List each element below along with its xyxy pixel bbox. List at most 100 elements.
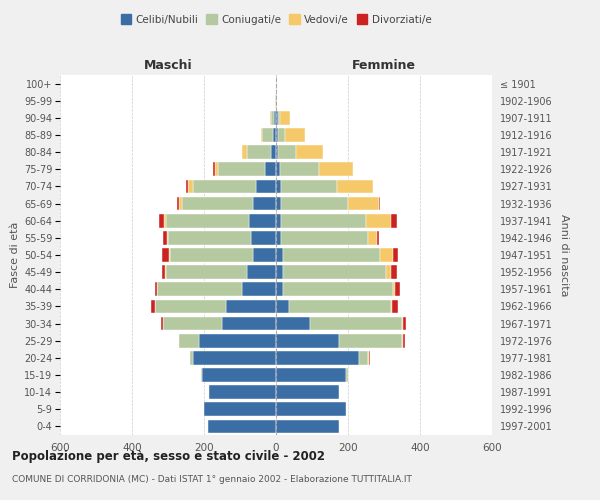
Bar — [391, 214, 397, 228]
Bar — [276, 316, 310, 330]
Bar — [280, 162, 319, 176]
Bar — [262, 128, 273, 142]
Bar — [281, 231, 368, 244]
Bar — [168, 231, 251, 244]
Bar — [179, 334, 199, 347]
Bar — [162, 248, 169, 262]
Bar — [276, 146, 278, 159]
Bar — [251, 231, 276, 244]
Bar — [276, 368, 346, 382]
Bar — [393, 282, 395, 296]
Bar — [274, 111, 276, 124]
Bar — [281, 196, 348, 210]
Bar — [276, 162, 280, 176]
Bar — [339, 334, 402, 347]
Bar — [379, 196, 380, 210]
Bar — [392, 300, 398, 314]
Bar — [278, 128, 285, 142]
Bar — [380, 248, 393, 262]
Bar — [186, 180, 188, 194]
Bar — [166, 214, 249, 228]
Bar — [402, 316, 403, 330]
Bar — [393, 248, 398, 262]
Bar — [276, 196, 281, 210]
Y-axis label: Fasce di età: Fasce di età — [10, 222, 20, 288]
Bar — [283, 266, 386, 279]
Bar — [377, 231, 379, 244]
Bar — [201, 368, 202, 382]
Bar — [213, 162, 215, 176]
Bar — [167, 231, 168, 244]
Bar — [368, 231, 377, 244]
Text: Maschi: Maschi — [143, 58, 193, 71]
Bar — [276, 231, 281, 244]
Bar — [271, 146, 276, 159]
Bar — [319, 162, 353, 176]
Bar — [269, 111, 271, 124]
Bar — [273, 128, 276, 142]
Bar — [247, 266, 276, 279]
Bar — [242, 146, 247, 159]
Bar — [280, 111, 290, 124]
Bar — [368, 351, 370, 364]
Bar — [222, 316, 276, 330]
Bar — [163, 231, 167, 244]
Text: Femmine: Femmine — [352, 58, 416, 71]
Bar — [193, 180, 256, 194]
Bar — [159, 214, 164, 228]
Bar — [276, 420, 339, 434]
Bar — [337, 180, 373, 194]
Bar — [253, 248, 276, 262]
Bar — [386, 266, 391, 279]
Bar — [391, 300, 392, 314]
Bar — [276, 351, 359, 364]
Bar — [218, 162, 265, 176]
Bar — [157, 282, 242, 296]
Bar — [204, 402, 276, 416]
Bar — [151, 300, 155, 314]
Bar — [276, 180, 281, 194]
Bar — [226, 300, 276, 314]
Bar — [281, 214, 366, 228]
Y-axis label: Anni di nascita: Anni di nascita — [559, 214, 569, 296]
Bar — [169, 248, 170, 262]
Bar — [208, 420, 276, 434]
Bar — [260, 128, 262, 142]
Bar — [242, 282, 276, 296]
Bar — [391, 266, 397, 279]
Bar — [199, 334, 276, 347]
Bar — [276, 386, 339, 399]
Bar — [276, 282, 283, 296]
Text: COMUNE DI CORRIDONIA (MC) - Dati ISTAT 1° gennaio 2002 - Elaborazione TUTTITALIA: COMUNE DI CORRIDONIA (MC) - Dati ISTAT 1… — [12, 475, 412, 484]
Bar — [215, 162, 218, 176]
Bar — [276, 300, 289, 314]
Bar — [190, 351, 193, 364]
Bar — [182, 196, 253, 210]
Text: Popolazione per età, sesso e stato civile - 2002: Popolazione per età, sesso e stato civil… — [12, 450, 325, 463]
Bar — [276, 402, 346, 416]
Bar — [366, 214, 391, 228]
Bar — [253, 196, 276, 210]
Legend: Celibi/Nubili, Coniugati/e, Vedovi/e, Divorziati/e: Celibi/Nubili, Coniugati/e, Vedovi/e, Di… — [116, 10, 436, 29]
Bar — [265, 162, 276, 176]
Bar — [161, 316, 163, 330]
Bar — [276, 111, 278, 124]
Bar — [209, 386, 276, 399]
Bar — [256, 180, 276, 194]
Bar — [346, 368, 348, 382]
Bar — [359, 351, 368, 364]
Bar — [177, 196, 179, 210]
Bar — [163, 316, 222, 330]
Bar — [276, 214, 281, 228]
Bar — [403, 316, 406, 330]
Bar — [278, 111, 280, 124]
Bar — [402, 334, 403, 347]
Bar — [179, 196, 182, 210]
Bar — [170, 248, 253, 262]
Bar — [162, 266, 166, 279]
Bar — [188, 180, 193, 194]
Bar — [403, 334, 405, 347]
Bar — [155, 282, 157, 296]
Bar — [247, 146, 271, 159]
Bar — [348, 196, 379, 210]
